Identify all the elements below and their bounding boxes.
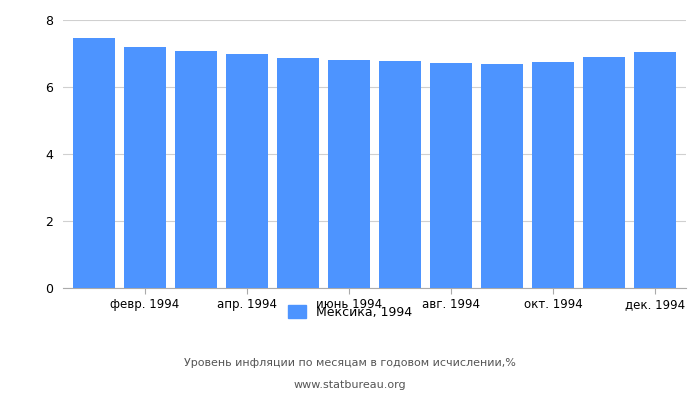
- Bar: [73, 38, 115, 288]
- Bar: [379, 61, 421, 288]
- Bar: [481, 64, 523, 288]
- Legend: Мексика, 1994: Мексика, 1994: [283, 300, 417, 324]
- Bar: [328, 60, 370, 288]
- Bar: [226, 54, 268, 288]
- Text: Уровень инфляции по месяцам в годовом исчислении,%: Уровень инфляции по месяцам в годовом ис…: [184, 358, 516, 368]
- Bar: [634, 52, 676, 288]
- Bar: [175, 51, 217, 288]
- Bar: [124, 48, 166, 288]
- Bar: [583, 57, 625, 288]
- Text: www.statbureau.org: www.statbureau.org: [294, 380, 406, 390]
- Bar: [532, 62, 574, 288]
- Bar: [430, 63, 472, 288]
- Bar: [277, 58, 318, 288]
